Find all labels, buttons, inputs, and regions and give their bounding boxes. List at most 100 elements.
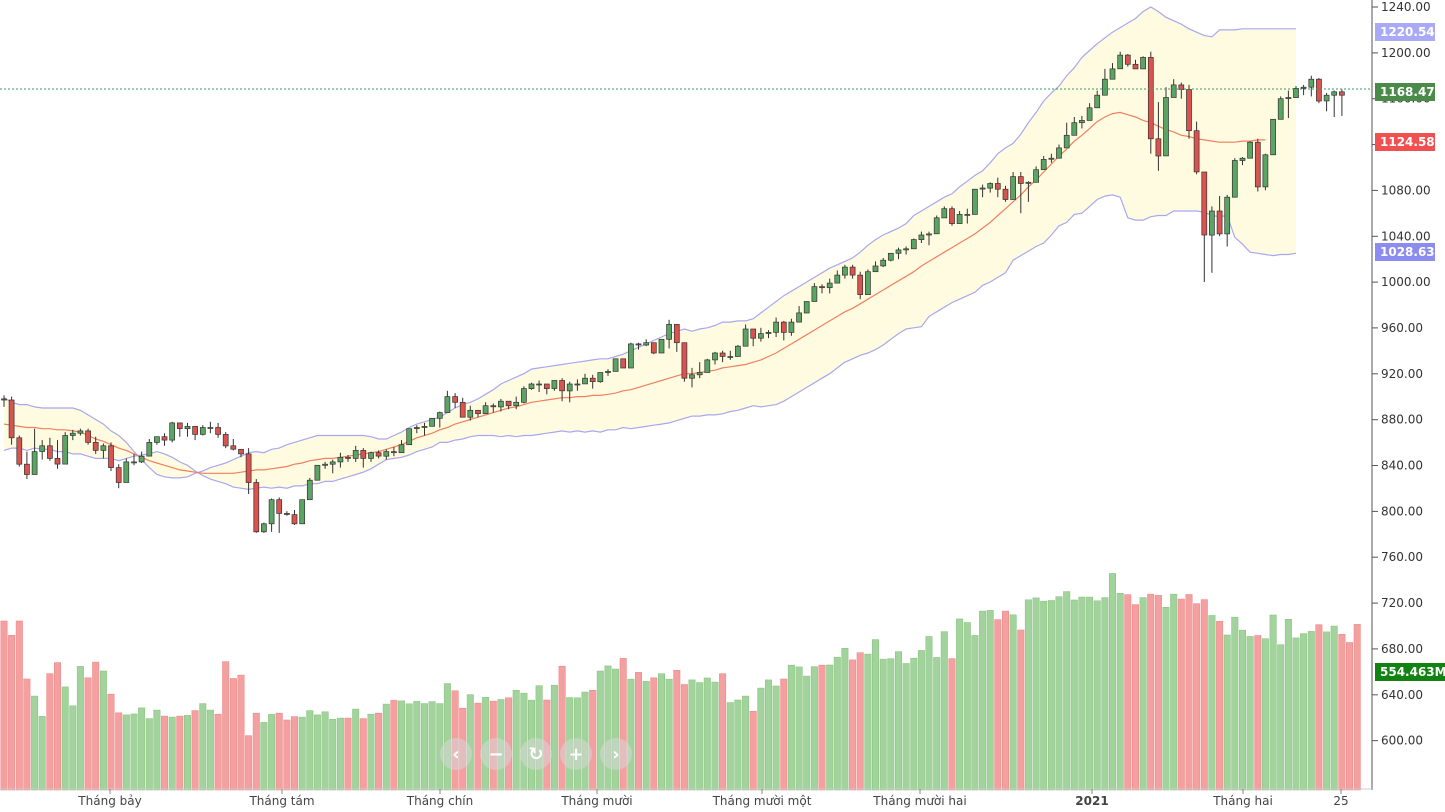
volume-bar xyxy=(596,670,604,791)
candle-body xyxy=(1147,57,1154,140)
zoom-out-button[interactable]: − xyxy=(480,738,512,770)
candle-body xyxy=(498,400,504,408)
candle-body xyxy=(635,343,642,346)
volume-bar xyxy=(275,712,283,791)
volume-bar xyxy=(84,677,92,791)
volume-bar xyxy=(742,695,750,791)
candle-body xyxy=(54,458,61,465)
volume-bar xyxy=(696,682,704,791)
scroll-left-button[interactable]: ‹ xyxy=(440,738,472,770)
volume-bar xyxy=(69,705,77,791)
candle-body xyxy=(329,461,336,465)
volume-bar xyxy=(1124,594,1132,791)
volume-bar xyxy=(887,658,895,791)
volume-bar xyxy=(826,664,834,791)
y-tick-label: 600.00 xyxy=(1381,734,1423,748)
candle-body xyxy=(941,208,948,219)
volume-bar xyxy=(1024,599,1032,791)
candle-body xyxy=(24,463,30,475)
candle-body xyxy=(689,374,695,379)
candle-body xyxy=(972,188,978,215)
candle-body xyxy=(352,450,359,459)
volume-bar xyxy=(604,665,612,791)
scroll-right-button[interactable]: › xyxy=(600,738,632,770)
volume-bar xyxy=(650,677,658,791)
volume-bar xyxy=(413,701,421,791)
candle-body xyxy=(696,372,703,376)
candle-body xyxy=(994,183,1001,190)
candle-body xyxy=(1316,78,1322,102)
y-tick-label: 1200.00 xyxy=(1381,46,1431,60)
candle-body xyxy=(207,427,214,429)
volume-bar xyxy=(46,673,54,791)
candle-body xyxy=(245,453,252,483)
volume-bar xyxy=(856,652,864,791)
volume-bar xyxy=(168,716,176,791)
volume-bar xyxy=(634,672,642,791)
volume-bar xyxy=(1116,592,1124,791)
volume-bar xyxy=(237,674,245,791)
volume-bar xyxy=(1101,597,1109,791)
candle-body xyxy=(383,451,390,457)
volume-bar xyxy=(971,635,979,791)
volume-bar xyxy=(1154,595,1162,791)
candle-body xyxy=(436,412,443,419)
candle-body xyxy=(1270,118,1276,156)
candle-body xyxy=(398,444,405,454)
candle-body xyxy=(956,214,963,224)
candle-body xyxy=(528,383,535,389)
volume-bar xyxy=(1185,594,1193,791)
candle-body xyxy=(628,343,634,369)
y-tick-label: 680.00 xyxy=(1381,642,1423,656)
volume-bar xyxy=(336,717,344,791)
volume-bar xyxy=(1246,636,1254,791)
volume-bar xyxy=(627,678,635,791)
candle-body xyxy=(1339,91,1345,96)
zoom-in-button[interactable]: + xyxy=(560,738,592,770)
volume-bar xyxy=(1147,593,1155,791)
volume-bar xyxy=(719,673,727,791)
candle-body xyxy=(1308,78,1315,88)
candle-body xyxy=(1117,54,1124,70)
volume-bar xyxy=(1200,599,1208,791)
candle-body xyxy=(796,312,802,323)
candle-body xyxy=(788,321,795,333)
volume-bar xyxy=(979,610,987,791)
candle-body xyxy=(513,401,520,407)
candle-body xyxy=(276,499,283,514)
x-tick-label: 2021 xyxy=(1075,794,1108,808)
x-tick-label: Tháng chín xyxy=(406,794,473,808)
volume-bar xyxy=(1093,600,1101,791)
volume-bar xyxy=(397,700,405,791)
candle-body xyxy=(1102,78,1108,96)
candle-body xyxy=(643,342,650,346)
candle-body xyxy=(1254,141,1261,188)
volume-bar xyxy=(803,675,811,791)
volume-bar xyxy=(382,703,390,791)
volume-bar xyxy=(1346,642,1354,791)
x-tick-label: Tháng mười xyxy=(560,794,632,808)
volume-bar xyxy=(1254,635,1262,791)
volume-bar xyxy=(780,678,788,791)
volume-bar xyxy=(818,664,826,791)
candle-body xyxy=(903,248,909,251)
y-tick-label: 720.00 xyxy=(1381,596,1423,610)
upper-band-tag xyxy=(1375,23,1435,41)
candle-body xyxy=(1071,122,1078,136)
volume-bar xyxy=(757,687,765,791)
candle-body xyxy=(979,187,986,190)
candle-body xyxy=(1163,97,1169,157)
volume-bar xyxy=(1177,598,1185,791)
candle-body xyxy=(39,445,46,452)
reset-button[interactable]: ↻ xyxy=(520,738,552,770)
candle-body xyxy=(291,514,298,525)
candle-body xyxy=(849,266,856,276)
candle-body xyxy=(803,301,810,314)
volume-bar xyxy=(772,685,780,791)
candle-body xyxy=(47,445,53,459)
candle-body xyxy=(895,249,902,254)
volume-bar xyxy=(38,716,46,791)
candle-body xyxy=(1094,94,1101,109)
candle-body xyxy=(926,233,932,236)
